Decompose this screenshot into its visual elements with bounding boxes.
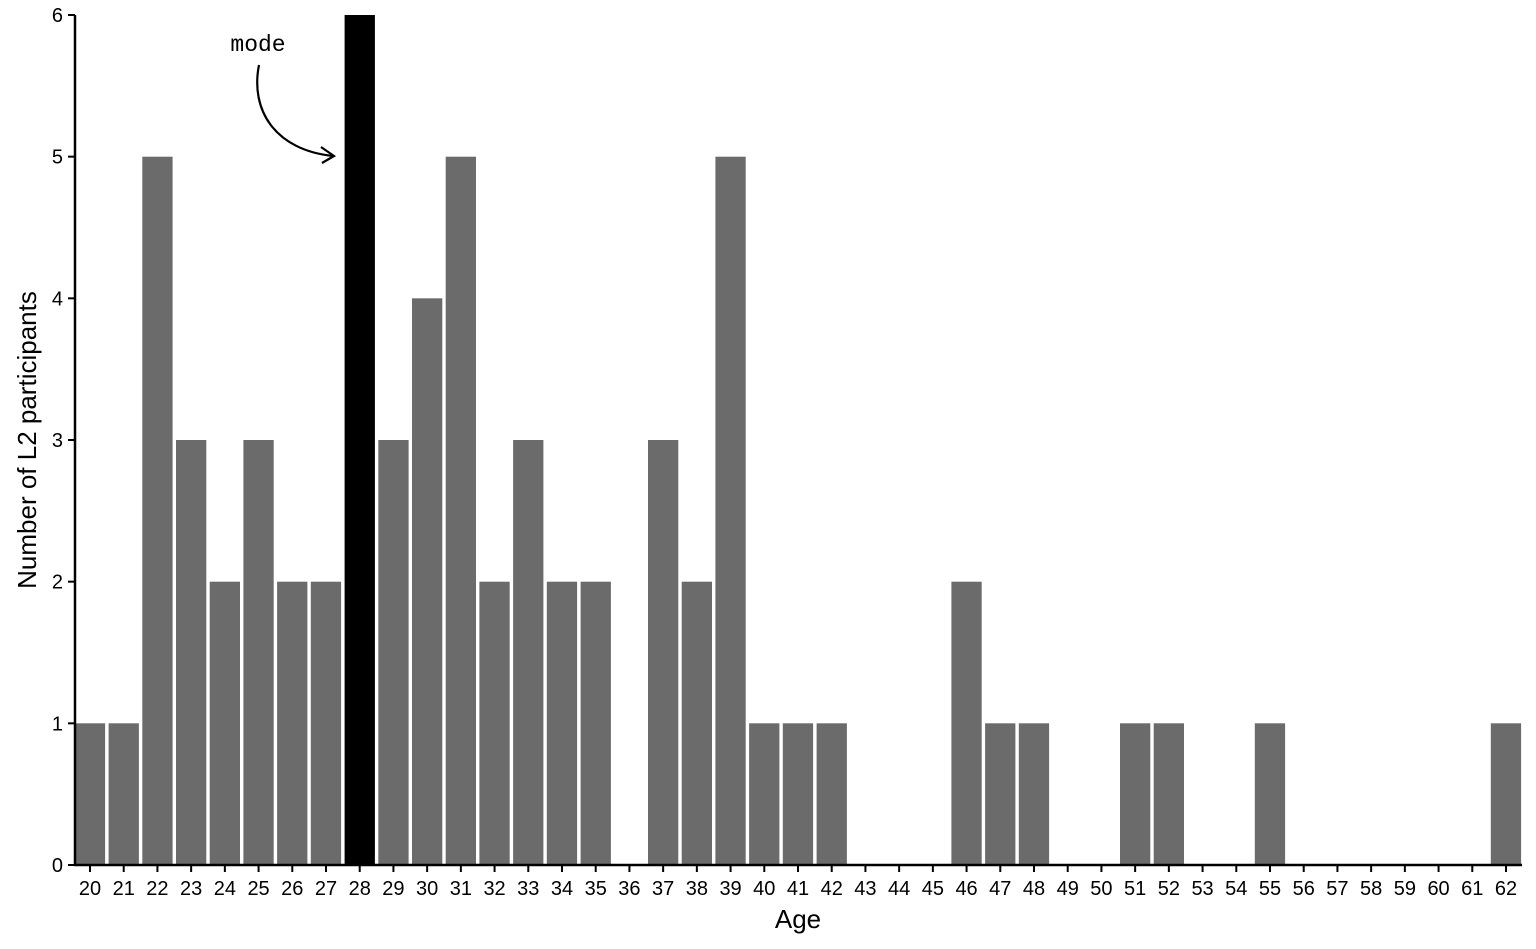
y-tick-label: 4 <box>52 288 63 310</box>
bar <box>985 723 1016 865</box>
bar <box>546 581 578 865</box>
x-tick-label: 35 <box>585 878 607 900</box>
x-tick-label: 45 <box>922 878 944 900</box>
mode-annotation-label: mode <box>230 32 285 58</box>
bar <box>378 440 409 865</box>
bar <box>412 298 443 865</box>
bar-mode <box>344 15 375 865</box>
x-tick-label: 54 <box>1225 878 1247 900</box>
bars-group <box>74 15 1522 865</box>
x-tick-label: 26 <box>281 878 303 900</box>
x-tick-label: 33 <box>517 878 539 900</box>
x-tick-label: 36 <box>618 878 640 900</box>
x-tick-label: 49 <box>1057 878 1079 900</box>
x-tick-label: 30 <box>416 878 438 900</box>
x-tick-label: 52 <box>1158 878 1180 900</box>
x-tick-label: 39 <box>719 878 741 900</box>
x-tick-label: 56 <box>1293 878 1315 900</box>
x-tick-label: 21 <box>113 878 135 900</box>
x-tick-label: 58 <box>1360 878 1382 900</box>
x-tick-label: 37 <box>652 878 674 900</box>
x-tick-label: 23 <box>180 878 202 900</box>
bar <box>310 581 342 865</box>
x-tick-label: 51 <box>1124 878 1146 900</box>
x-tick-label: 43 <box>854 878 876 900</box>
x-tick-label: 48 <box>1023 878 1045 900</box>
x-axis: 20 21 22 23 24 25 26 27 28 29 30 31 32 33 34 35 36 37 38 39… <box>74 863 1522 900</box>
bar <box>681 581 712 865</box>
bar <box>749 723 780 865</box>
bar <box>1018 723 1050 865</box>
x-tick-label: 27 <box>315 878 337 900</box>
bar <box>142 156 173 865</box>
y-tick-label: 3 <box>52 430 63 452</box>
bar <box>209 581 240 865</box>
y-axis: 0 1 2 3 4 5 6 <box>52 5 77 877</box>
x-tick-label: 53 <box>1191 878 1213 900</box>
bar <box>445 156 476 865</box>
bar <box>108 723 139 865</box>
x-tick-label: 28 <box>349 878 371 900</box>
bar <box>1120 723 1151 865</box>
x-tick-label: 29 <box>382 878 404 900</box>
mode-annotation: mode <box>230 32 337 164</box>
bar <box>479 581 510 865</box>
x-tick-label: 57 <box>1326 878 1348 900</box>
bar <box>74 723 106 865</box>
y-tick-label: 1 <box>52 713 63 735</box>
x-tick-label: 31 <box>450 878 472 900</box>
x-tick-label: 61 <box>1461 878 1483 900</box>
bar <box>513 440 544 865</box>
x-tick-label: 55 <box>1259 878 1281 900</box>
x-tick-label: 41 <box>787 878 809 900</box>
x-tick-label: 22 <box>146 878 168 900</box>
y-tick-label: 0 <box>52 855 63 877</box>
bar <box>277 581 308 865</box>
x-tick-label: 62 <box>1495 878 1517 900</box>
x-tick-label: 24 <box>214 878 236 900</box>
x-tick-label: 46 <box>955 878 977 900</box>
y-tick-label: 5 <box>52 147 63 169</box>
bar <box>648 440 679 865</box>
x-tick-label: 25 <box>247 878 269 900</box>
x-tick-label: 60 <box>1427 878 1449 900</box>
x-tick-label: 34 <box>551 878 573 900</box>
x-tick-label: 38 <box>686 878 708 900</box>
curved-arrow-icon <box>256 64 334 158</box>
arrowhead-icon <box>320 146 337 164</box>
x-tick-label: 40 <box>753 878 775 900</box>
y-tick-label: 6 <box>52 5 63 27</box>
x-tick-label: 50 <box>1090 878 1112 900</box>
bar <box>1490 723 1522 865</box>
y-tick-label: 2 <box>52 572 63 594</box>
bar <box>580 581 611 865</box>
x-tick-label: 47 <box>989 878 1011 900</box>
x-axis-title: Age <box>775 904 821 934</box>
bar <box>1254 723 1286 865</box>
x-tick-label: 32 <box>483 878 505 900</box>
x-tick-label: 59 <box>1394 878 1416 900</box>
bar <box>715 156 746 865</box>
x-tick-label: 44 <box>888 878 910 900</box>
bar <box>1153 723 1184 865</box>
bar <box>176 440 207 865</box>
bar <box>243 440 274 865</box>
bar <box>782 723 814 865</box>
x-tick-label: 42 <box>821 878 843 900</box>
bar <box>951 581 982 865</box>
bar <box>816 723 847 865</box>
y-axis-title: Number of L2 participants <box>12 291 42 589</box>
x-tick-label: 20 <box>79 878 101 900</box>
